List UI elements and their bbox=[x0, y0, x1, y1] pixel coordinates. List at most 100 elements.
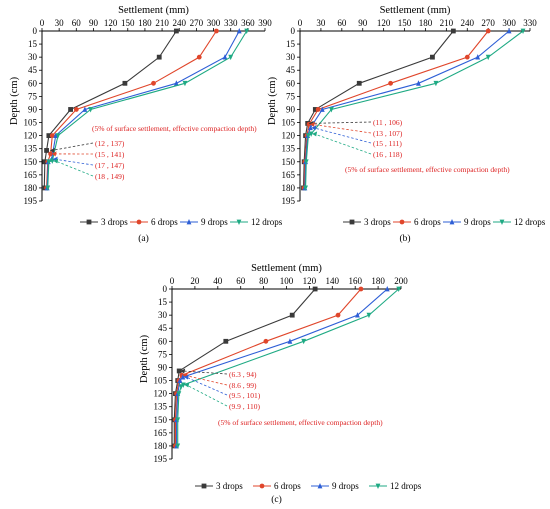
x-tick-label: 30 bbox=[55, 18, 65, 28]
legend: 3 drops 6 drops 9 drops 12 drops bbox=[343, 217, 546, 227]
legend-marker bbox=[449, 219, 455, 225]
y-tick-label: 75 bbox=[158, 349, 168, 359]
data-point bbox=[175, 443, 181, 449]
data-point bbox=[416, 80, 421, 86]
annotation-arrow bbox=[314, 133, 372, 155]
x-tick-label: 60 bbox=[72, 18, 82, 28]
data-point bbox=[53, 132, 59, 139]
data-point bbox=[236, 28, 242, 34]
legend-marker bbox=[259, 483, 265, 489]
data-point bbox=[312, 286, 318, 292]
annotation-label: (15 , 111) bbox=[373, 139, 402, 148]
data-point bbox=[430, 54, 435, 60]
legend-label: 12 drops bbox=[514, 217, 546, 227]
legend-marker bbox=[136, 219, 142, 225]
legend-label: 3 drops bbox=[364, 217, 391, 227]
annotation-arrow bbox=[182, 370, 228, 375]
data-point bbox=[49, 158, 55, 164]
x-tick-label: 0 bbox=[298, 18, 303, 28]
data-point bbox=[520, 28, 526, 34]
legend-label: 12 drops bbox=[251, 217, 283, 227]
data-point bbox=[175, 417, 181, 423]
x-axis-title: Settlement (mm) bbox=[118, 5, 189, 16]
data-point bbox=[305, 133, 311, 139]
annotation-arrow bbox=[185, 376, 228, 396]
annotation-arrowhead bbox=[311, 125, 317, 131]
data-point bbox=[384, 286, 390, 292]
legend-label: 12 drops bbox=[390, 481, 422, 491]
x-tick-label: 150 bbox=[398, 18, 412, 28]
panel-label: (b) bbox=[399, 233, 410, 244]
x-tick-label: 160 bbox=[348, 276, 362, 286]
data-point bbox=[308, 131, 314, 137]
annotation-arrow bbox=[186, 384, 228, 407]
x-tick-label: 240 bbox=[461, 18, 475, 28]
y-tick-label: 180 bbox=[282, 183, 296, 193]
data-point bbox=[475, 54, 481, 60]
y-tick-label: 90 bbox=[286, 104, 296, 114]
chart-panel-2: 0 30 60 90 120 150 180 210 240 270 300 330 0 15 30 45 60… bbox=[267, 5, 546, 244]
annotation-label: (6.3 , 94) bbox=[229, 370, 257, 379]
effective-depth-note: (5% of surface settlement, effective com… bbox=[345, 165, 510, 174]
data-point bbox=[450, 28, 456, 34]
x-tick-label: 390 bbox=[258, 18, 272, 28]
x-tick-label: 330 bbox=[523, 18, 537, 28]
y-tick-label: 135 bbox=[154, 402, 168, 412]
x-tick-label: 180 bbox=[371, 276, 385, 286]
panel-label: (a) bbox=[138, 233, 149, 244]
data-point bbox=[485, 54, 491, 61]
data-point bbox=[173, 28, 179, 34]
x-tick-label: 270 bbox=[190, 18, 204, 28]
data-point bbox=[46, 133, 52, 139]
legend-label: 6 drops bbox=[151, 217, 178, 227]
y-tick-label: 15 bbox=[28, 39, 38, 49]
annotation-arrow bbox=[54, 158, 94, 166]
x-tick-label: 210 bbox=[440, 18, 454, 28]
data-point bbox=[355, 312, 360, 318]
data-point bbox=[173, 80, 179, 86]
data-point bbox=[176, 391, 182, 397]
y-tick-label: 60 bbox=[28, 78, 38, 88]
y-tick-label: 30 bbox=[158, 310, 168, 320]
annotation-label: (17 , 147) bbox=[95, 161, 125, 170]
x-tick-label: 100 bbox=[280, 276, 294, 286]
y-tick-label: 165 bbox=[282, 170, 296, 180]
x-axis-title: Settlement (mm) bbox=[380, 5, 451, 16]
data-point bbox=[464, 54, 470, 60]
panel-label: (c) bbox=[271, 494, 282, 505]
legend-label: 9 drops bbox=[201, 217, 228, 227]
y-tick-label: 15 bbox=[286, 39, 296, 49]
data-point bbox=[506, 28, 512, 34]
x-tick-label: 90 bbox=[89, 18, 99, 28]
x-tick-label: 60 bbox=[337, 18, 347, 28]
y-tick-label: 90 bbox=[28, 104, 38, 114]
x-tick-label: 80 bbox=[259, 276, 269, 286]
y-tick-label: 30 bbox=[286, 52, 296, 62]
x-tick-label: 90 bbox=[358, 18, 368, 28]
annotation-arrow bbox=[55, 160, 94, 177]
data-point bbox=[356, 80, 362, 86]
y-tick-label: 135 bbox=[282, 144, 296, 154]
data-point bbox=[303, 185, 308, 191]
x-tick-label: 60 bbox=[236, 276, 246, 286]
y-tick-label: 45 bbox=[286, 65, 296, 75]
data-point bbox=[55, 133, 61, 139]
y-tick-label: 195 bbox=[282, 196, 296, 206]
y-tick-label: 135 bbox=[24, 144, 38, 154]
x-tick-label: 120 bbox=[303, 276, 317, 286]
x-axis-title: Settlement (mm) bbox=[251, 263, 322, 274]
data-point bbox=[177, 377, 183, 383]
annotation-arrowhead bbox=[180, 368, 186, 374]
annotation-arrow bbox=[184, 374, 228, 386]
legend-label: 6 drops bbox=[414, 217, 441, 227]
y-tick-label: 0 bbox=[163, 284, 168, 294]
x-tick-label: 30 bbox=[316, 18, 326, 28]
y-tick-label: 105 bbox=[24, 118, 38, 128]
effective-depth-note: (5% of surface settlement, effective com… bbox=[218, 418, 383, 427]
legend-marker bbox=[236, 219, 242, 225]
y-tick-label: 120 bbox=[282, 131, 296, 141]
data-point bbox=[289, 312, 295, 318]
x-tick-label: 270 bbox=[481, 18, 495, 28]
data-point bbox=[263, 338, 269, 344]
data-point bbox=[358, 286, 364, 292]
